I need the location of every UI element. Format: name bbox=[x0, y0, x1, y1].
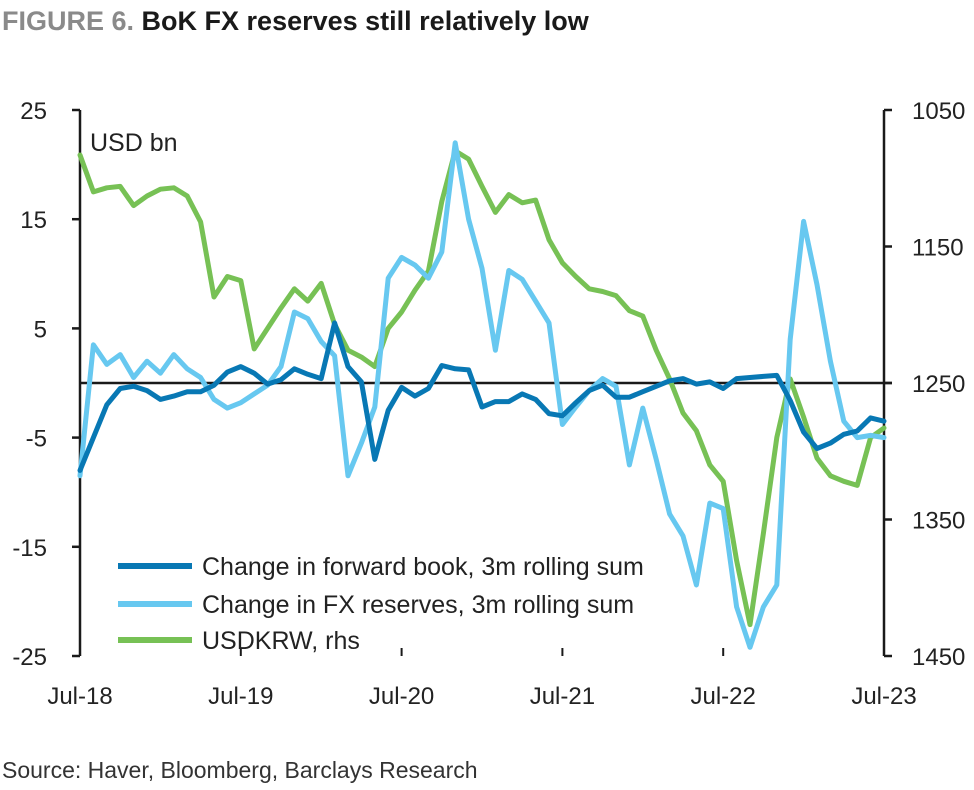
left-tick-label: -25 bbox=[12, 644, 47, 671]
right-tick-label: 1250 bbox=[912, 371, 965, 398]
figure-label: FIGURE 6. bbox=[2, 6, 135, 36]
x-tick-label: Jul-21 bbox=[530, 683, 595, 710]
axes: 25 15 5 -5 -15 -25 1050 1150 1250 1350 1450 Jul-18 J… bbox=[12, 98, 965, 710]
legend-label: Change in forward book, 3m rolling sum bbox=[202, 553, 644, 581]
series-line-usdkrw-rhs bbox=[77, 148, 887, 628]
legend-label: USDKRW, rhs bbox=[202, 627, 360, 655]
x-tick-label: Jul-19 bbox=[208, 683, 273, 710]
left-tick-label: 25 bbox=[20, 98, 47, 125]
series-line-change-in-fx-reserves-3m-rolling-sum bbox=[77, 140, 887, 650]
x-tick-label: Jul-20 bbox=[369, 683, 434, 710]
left-tick-label: -15 bbox=[12, 535, 47, 562]
y-axis-label: USD bn bbox=[90, 129, 178, 157]
right-tick-label: 1450 bbox=[912, 644, 965, 671]
title-text: BoK FX reserves still relatively low bbox=[141, 6, 589, 36]
right-tick-label: 1150 bbox=[912, 235, 964, 262]
series-line-change-in-forward-book-3m-rolling-sum bbox=[77, 320, 887, 473]
x-tick-label: Jul-22 bbox=[691, 683, 756, 710]
right-tick-label: 1050 bbox=[912, 98, 965, 125]
x-tick-label: Jul-23 bbox=[851, 683, 916, 710]
left-tick-label: 5 bbox=[34, 316, 47, 343]
x-tick-label: Jul-18 bbox=[47, 683, 112, 710]
chart-title: FIGURE 6. BoK FX reserves still relative… bbox=[2, 6, 589, 37]
legend: Change in forward book, 3m rolling sum Ch… bbox=[118, 553, 644, 655]
source-note: Source: Haver, Bloomberg, Barclays Resea… bbox=[2, 757, 478, 783]
left-tick-label: -5 bbox=[26, 426, 47, 453]
legend-label: Change in FX reserves, 3m rolling sum bbox=[202, 591, 634, 619]
left-tick-label: 15 bbox=[20, 207, 47, 234]
right-tick-label: 1350 bbox=[912, 508, 965, 535]
series-group bbox=[77, 140, 887, 650]
